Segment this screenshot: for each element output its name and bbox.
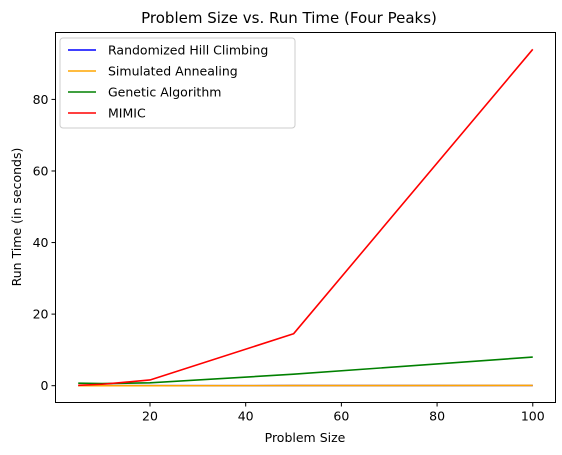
y-tick-label: 20	[33, 307, 49, 322]
y-tick-label: 60	[33, 163, 49, 178]
plot-frame	[55, 32, 556, 403]
legend-box	[59, 37, 296, 129]
chart-title: Problem Size vs. Run Time (Four Peaks)	[141, 9, 437, 27]
series-line-3	[78, 48, 534, 387]
y-tick-label: 80	[33, 92, 49, 107]
legend: Randomized Hill Climbing Simulated Anneal…	[59, 37, 296, 129]
x-axis-label: Problem Size	[265, 430, 346, 445]
series-line-2	[78, 356, 533, 385]
legend-label-0: Randomized Hill Climbing	[108, 43, 268, 58]
y-tick-label: 40	[33, 235, 49, 250]
x-tick-label: 80	[429, 409, 445, 424]
x-tick-label: 40	[238, 409, 254, 424]
x-tick-label: 20	[142, 409, 158, 424]
legend-label-2: Genetic Algorithm	[108, 85, 221, 100]
legend-label-3: MIMIC	[108, 106, 146, 121]
x-tick-label: 100	[521, 409, 545, 424]
y-tick-label: 0	[41, 378, 49, 393]
x-tick-label: 60	[333, 409, 349, 424]
legend-label-1: Simulated Annealing	[108, 64, 238, 79]
y-axis-label: Run Time (in seconds)	[9, 148, 24, 287]
